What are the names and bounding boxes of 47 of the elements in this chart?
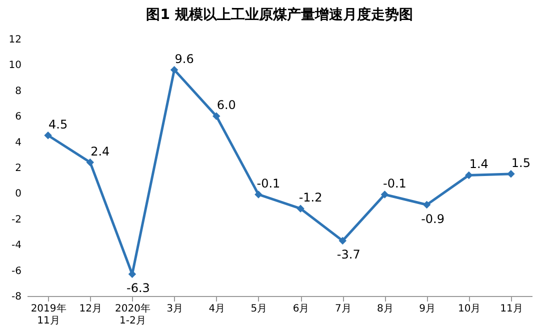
point [170,66,178,74]
point [380,190,389,198]
point [465,171,473,180]
x-tick-label: 3月 [166,304,183,314]
y-tick-label: -8 [12,292,22,302]
point [44,132,52,140]
data-label: -0.1 [256,176,280,190]
y-tick-label: -2 [12,214,22,226]
data-label: -0.9 [421,212,445,226]
x-tick-label: 8月 [377,304,394,314]
y-tick-label: 0 [15,188,22,200]
data-label: -6.3 [126,281,150,296]
data-label: -0.1 [382,176,406,190]
data-label: 1.4 [469,157,488,172]
x-tick-label: 6月 [292,304,310,314]
data-label: 6.0 [216,98,236,112]
data-label: 2.4 [90,144,110,158]
point [86,158,94,166]
x-tick-label: 9月 [419,304,436,314]
x-tick-label: 7月 [334,304,352,314]
y-tick-label: 2 [15,163,22,174]
data-label: 4.5 [48,117,68,132]
x-tick-label: 4月 [208,304,226,314]
x-tick-label: 2019年 11月 [30,302,66,326]
y-tick-label: 8 [15,86,22,97]
data-label: 1.5 [511,156,531,170]
y-tick-label: 12 [8,34,22,46]
data-label: -3.7 [336,248,360,262]
x-tick-label: 10月 [458,304,481,314]
point [254,190,262,198]
x-tick-label: 11月 [500,304,523,314]
point [212,112,220,120]
y-tick-label: 10 [8,60,22,72]
x-tick-label: 12月 [79,304,102,314]
data-label: 9.6 [174,52,194,66]
y-tick-label: 6 [15,112,22,123]
point [338,236,346,245]
y-tick-label: -4 [12,240,22,252]
y-tick-label: -6 [12,266,22,277]
y-tick-label: 4 [15,137,22,148]
data-label: -1.2 [298,190,322,205]
x-tick-label: 5月 [250,304,268,314]
chart-title: 图1 规模以上工业原煤产量增速月度走势图 [146,6,413,23]
x-tick-label: 2020年 1-2月 [114,302,150,326]
point [507,170,515,178]
point [296,204,304,212]
point [422,200,431,209]
